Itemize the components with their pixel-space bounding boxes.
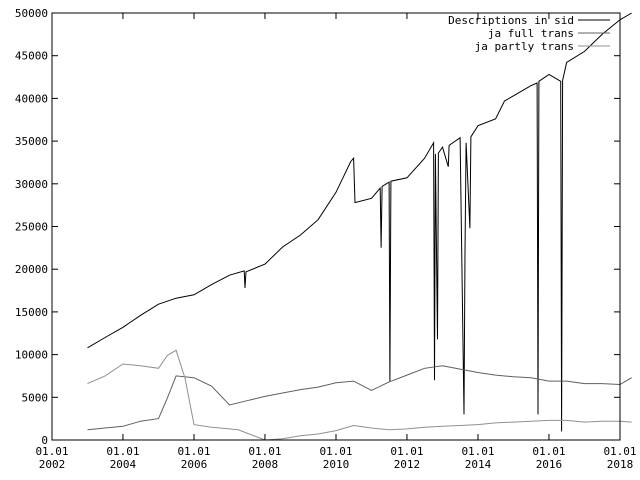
series-line-0 xyxy=(87,12,632,432)
x-tick-label-day: 01.01 xyxy=(248,445,281,458)
x-axis: 01.01200201.01200401.01200601.01200801.0… xyxy=(35,13,637,471)
x-tick-label-day: 01.01 xyxy=(390,445,423,458)
x-tick-label-year: 2004 xyxy=(110,458,137,471)
y-tick-label: 25000 xyxy=(15,221,48,234)
x-tick-label-day: 01.01 xyxy=(532,445,565,458)
y-tick-label: 40000 xyxy=(15,92,48,105)
series-line-1 xyxy=(87,365,632,431)
y-axis: 0 5000 10000 15000 20000 25000 30000 35000 40000… xyxy=(15,7,620,447)
x-tick-label-day: 01.01 xyxy=(461,445,494,458)
x-tick-label-day: 01.01 xyxy=(35,445,68,458)
series-line-2 xyxy=(87,349,632,441)
x-tick-label-year: 2010 xyxy=(323,458,350,471)
y-tick-label: 5000 xyxy=(22,391,49,404)
y-tick-label: 0 xyxy=(41,434,48,447)
y-tick-label: 20000 xyxy=(15,263,48,276)
x-tick-label-year: 2012 xyxy=(394,458,421,471)
y-tick-label: 30000 xyxy=(15,178,48,191)
y-tick-label: 15000 xyxy=(15,306,48,319)
x-tick-label-year: 2016 xyxy=(536,458,563,471)
y-tick-label: 10000 xyxy=(15,349,48,362)
x-tick-label-year: 2018 xyxy=(607,458,634,471)
legend-label-0: Descriptions in sid xyxy=(448,14,574,27)
legend-label-2: ja partly trans xyxy=(475,40,574,53)
x-tick-label-year: 2008 xyxy=(252,458,279,471)
y-tick-label: 35000 xyxy=(15,135,48,148)
x-tick-label-day: 01.01 xyxy=(106,445,139,458)
x-tick-label-year: 2006 xyxy=(181,458,208,471)
series-layer xyxy=(87,12,632,441)
legend-label-1: ja full trans xyxy=(488,27,574,40)
y-tick-label: 45000 xyxy=(15,50,48,63)
x-tick-label-day: 01.01 xyxy=(319,445,352,458)
x-tick-label-year: 2014 xyxy=(465,458,492,471)
y-tick-label: 50000 xyxy=(15,7,48,20)
x-tick-label-day: 01.01 xyxy=(177,445,210,458)
x-tick-label-year: 2002 xyxy=(39,458,66,471)
x-tick-label-day: 01.01 xyxy=(603,445,636,458)
